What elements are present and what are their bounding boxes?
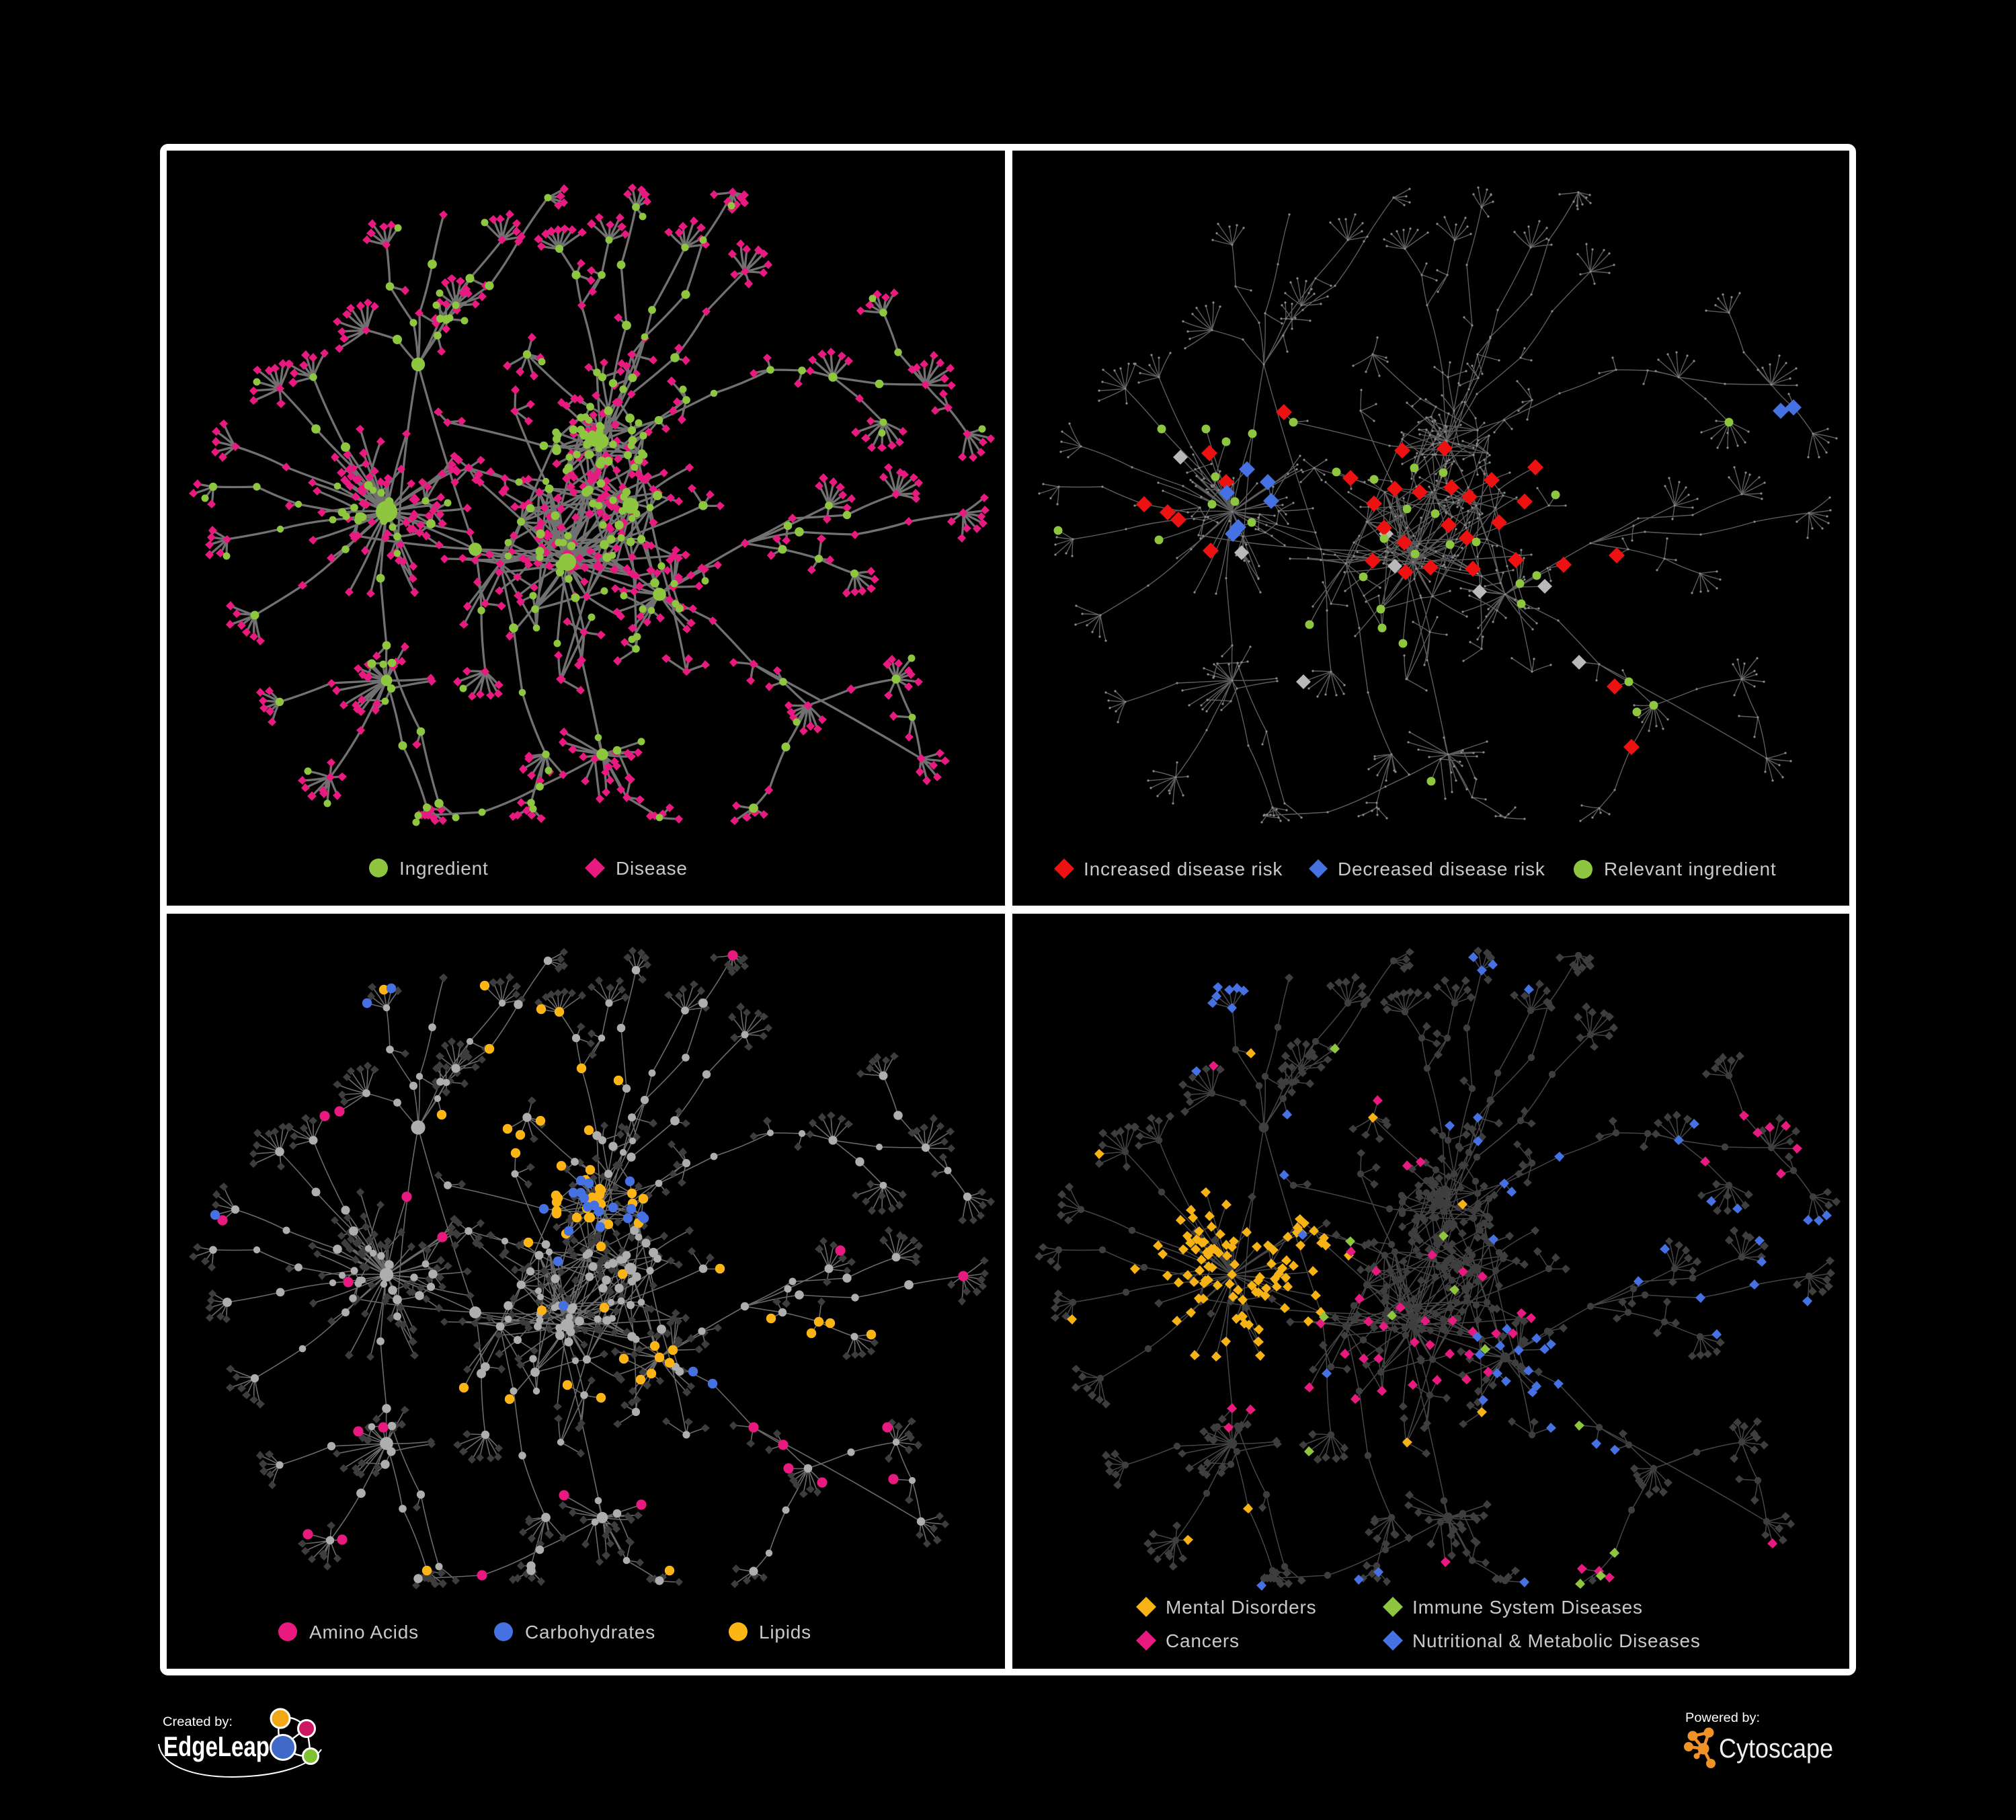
svg-text:Relevant ingredient: Relevant ingredient — [1604, 859, 1776, 879]
svg-text:Cancers: Cancers — [1166, 1630, 1240, 1651]
svg-text:Immune System Diseases: Immune System Diseases — [1412, 1597, 1643, 1618]
svg-text:Carbohydrates: Carbohydrates — [525, 1622, 655, 1643]
svg-text:Lipids: Lipids — [759, 1622, 811, 1643]
svg-text:Mental Disorders: Mental Disorders — [1166, 1597, 1316, 1618]
svg-text:Disease: Disease — [616, 858, 688, 879]
svg-text:Amino Acids: Amino Acids — [309, 1622, 419, 1643]
svg-text:Cytoscape: Cytoscape — [1719, 1734, 1833, 1764]
svg-text:Powered by:: Powered by: — [1685, 1711, 1760, 1725]
svg-text:Nutritional & Metabolic Diseas: Nutritional & Metabolic Diseases — [1412, 1630, 1701, 1651]
svg-text:Decreased disease risk: Decreased disease risk — [1338, 859, 1545, 879]
svg-text:Created by:: Created by: — [163, 1715, 233, 1729]
svg-text:Ingredient: Ingredient — [399, 858, 489, 879]
svg-text:Increased disease risk: Increased disease risk — [1084, 859, 1283, 879]
svg-text:EdgeLeap: EdgeLeap — [163, 1731, 270, 1762]
